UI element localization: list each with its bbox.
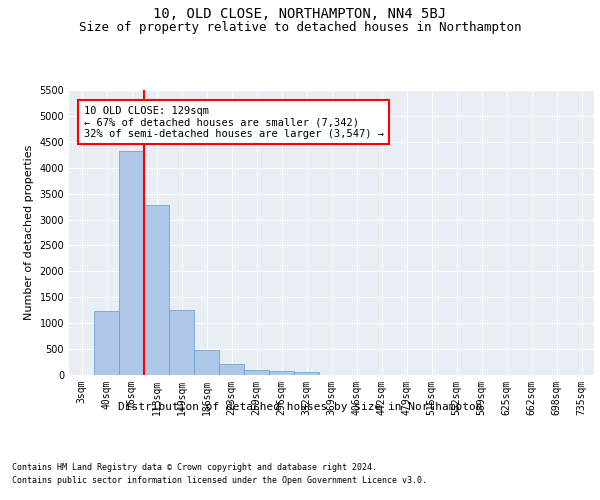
Bar <box>294 372 319 375</box>
Text: Distribution of detached houses by size in Northampton: Distribution of detached houses by size … <box>118 402 482 412</box>
Text: 10, OLD CLOSE, NORTHAMPTON, NN4 5BJ: 10, OLD CLOSE, NORTHAMPTON, NN4 5BJ <box>154 8 446 22</box>
Bar <box>94 312 119 375</box>
Y-axis label: Number of detached properties: Number of detached properties <box>24 145 34 320</box>
Bar <box>244 370 269 375</box>
Bar <box>269 371 294 375</box>
Text: Size of property relative to detached houses in Northampton: Size of property relative to detached ho… <box>79 21 521 34</box>
Bar <box>194 350 219 375</box>
Bar <box>219 364 244 375</box>
Text: 10 OLD CLOSE: 129sqm
← 67% of detached houses are smaller (7,342)
32% of semi-de: 10 OLD CLOSE: 129sqm ← 67% of detached h… <box>83 106 383 138</box>
Bar <box>169 310 194 375</box>
Text: Contains HM Land Registry data © Crown copyright and database right 2024.: Contains HM Land Registry data © Crown c… <box>12 462 377 471</box>
Bar <box>144 204 169 375</box>
Bar <box>119 150 144 375</box>
Text: Contains public sector information licensed under the Open Government Licence v3: Contains public sector information licen… <box>12 476 427 485</box>
